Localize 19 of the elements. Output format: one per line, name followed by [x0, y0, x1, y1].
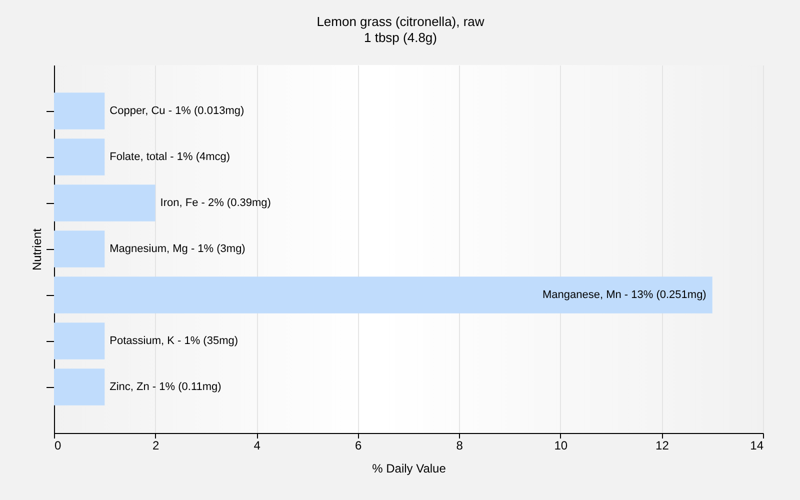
x-tick-label: 4 — [254, 438, 261, 452]
x-tick-label: 2 — [152, 438, 160, 452]
y-tick-label: Copper, Cu - 1% (0.013mg) — [110, 105, 244, 117]
y-tick-label: Folate, total - 1% (4mcg) — [110, 151, 230, 163]
x-tick-label: 12 — [656, 438, 670, 452]
x-tick-label: 10 — [554, 438, 568, 452]
y-tick-label: Iron, Fe - 2% (0.39mg) — [160, 197, 271, 209]
x-tick-label: 8 — [456, 438, 464, 452]
y-tick-label: Zinc, Zn - 1% (0.11mg) — [110, 381, 222, 393]
x-tick-label: 6 — [355, 438, 362, 452]
chart-subtitle: 1 tbsp (4.8g) — [364, 30, 437, 45]
x-tick-label: 0 — [54, 438, 62, 452]
y-tick-label: Magnesium, Mg - 1% (3mg) — [110, 243, 246, 255]
x-axis-title: % Daily Value — [372, 462, 446, 476]
y-tick-label: Potassium, K - 1% (35mg) — [110, 335, 238, 347]
x-tick-label: 14 — [750, 438, 764, 452]
y-tick-label: Manganese, Mn - 13% (0.251mg) — [542, 289, 706, 301]
chart-title: Lemon grass (citronella), raw — [316, 14, 485, 29]
y-axis-title: Nutrient — [30, 228, 44, 271]
